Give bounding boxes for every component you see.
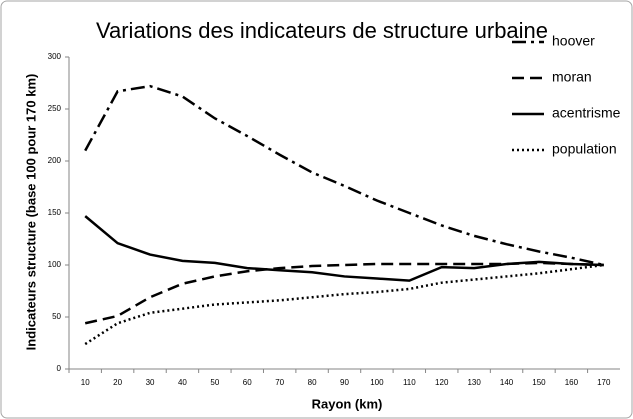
x-tick-label: 170: [597, 378, 611, 387]
y-tick-label: 100: [48, 260, 62, 269]
x-tick-label: 50: [210, 378, 219, 387]
y-tick-label: 150: [48, 208, 62, 217]
y-tick-label: 50: [52, 312, 61, 321]
x-tick-label: 110: [403, 378, 416, 387]
y-tick-label: 0: [57, 364, 62, 373]
x-tick-label: 10: [81, 378, 90, 387]
x-axis-label: Rayon (km): [312, 396, 383, 411]
x-tick-label: 70: [275, 378, 284, 387]
y-tick-label: 300: [48, 52, 62, 61]
x-tick-label: 130: [467, 378, 481, 387]
x-tick-label: 120: [435, 378, 449, 387]
x-tick-label: 20: [113, 378, 122, 387]
y-tick-label: 250: [48, 104, 62, 113]
legend-label: moran: [552, 69, 592, 85]
x-tick-label: 100: [370, 378, 384, 387]
legend-label: population: [552, 141, 617, 157]
x-tick-label: 140: [500, 378, 514, 387]
x-tick-label: 150: [532, 378, 546, 387]
data-line: [84, 215, 604, 282]
legend-label: hoover: [552, 33, 595, 49]
x-tick-label: 30: [146, 378, 155, 387]
x-tick-label: 80: [308, 378, 317, 387]
y-tick-label: 200: [48, 156, 62, 165]
x-tick-label: 40: [178, 378, 187, 387]
x-tick-label: 160: [565, 378, 579, 387]
chart-title: Variations des indicateurs de structure …: [96, 18, 548, 43]
x-tick-label: 60: [243, 378, 252, 387]
y-axis-label: Indicateurs structure (base 100 pour 170…: [23, 74, 38, 351]
legend-label: acentrisme: [552, 105, 621, 121]
x-tick-label: 90: [340, 378, 349, 387]
